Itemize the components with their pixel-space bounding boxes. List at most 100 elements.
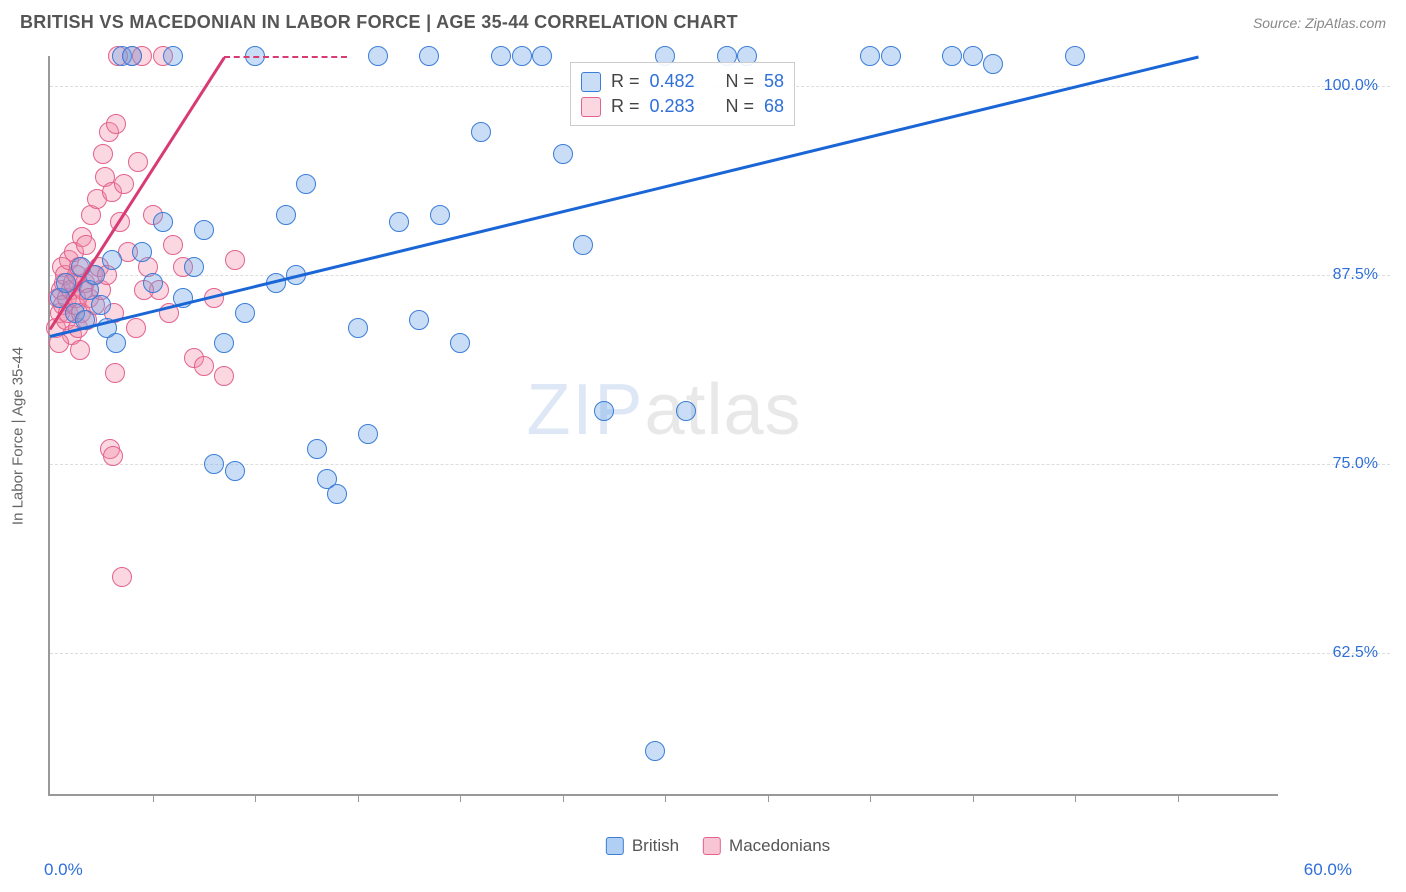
scatter-point xyxy=(419,46,439,66)
scatter-point xyxy=(194,356,214,376)
scatter-point xyxy=(93,144,113,164)
scatter-point xyxy=(235,303,255,323)
x-tick xyxy=(460,794,461,802)
chart-title: BRITISH VS MACEDONIAN IN LABOR FORCE | A… xyxy=(20,12,738,33)
y-tick-label: 100.0% xyxy=(1288,77,1378,95)
gridline-h xyxy=(50,464,1390,465)
x-tick xyxy=(665,794,666,802)
scatter-point xyxy=(512,46,532,66)
plot-area: ZIPatlas 62.5%75.0%87.5%100.0%R =0.482N … xyxy=(48,56,1278,796)
scatter-point xyxy=(307,439,327,459)
scatter-point xyxy=(881,46,901,66)
stat-r-value: 0.482 xyxy=(650,71,706,92)
stat-r-value: 0.283 xyxy=(650,96,706,117)
x-tick xyxy=(1075,794,1076,802)
stat-r-label: R = xyxy=(611,71,640,92)
scatter-point xyxy=(184,257,204,277)
scatter-point xyxy=(645,741,665,761)
legend-item: Macedonians xyxy=(703,836,830,856)
x-tick xyxy=(358,794,359,802)
scatter-point xyxy=(103,446,123,466)
scatter-point xyxy=(126,318,146,338)
scatter-point xyxy=(553,144,573,164)
scatter-point xyxy=(860,46,880,66)
scatter-point xyxy=(942,46,962,66)
legend-label: Macedonians xyxy=(729,836,830,856)
scatter-point xyxy=(163,235,183,255)
scatter-point xyxy=(163,46,183,66)
stat-n-value: 58 xyxy=(764,71,784,92)
scatter-point xyxy=(963,46,983,66)
scatter-point xyxy=(76,235,96,255)
y-tick-label: 75.0% xyxy=(1288,455,1378,473)
scatter-point xyxy=(122,46,142,66)
scatter-point xyxy=(594,401,614,421)
stats-row: R = 0.283 N = 68 xyxy=(581,94,784,119)
scatter-point xyxy=(676,401,696,421)
legend-swatch xyxy=(581,97,601,117)
legend: British Macedonians xyxy=(606,836,830,856)
scatter-point xyxy=(276,205,296,225)
scatter-point xyxy=(296,174,316,194)
scatter-point xyxy=(204,454,224,474)
scatter-point xyxy=(389,212,409,232)
scatter-point xyxy=(214,366,234,386)
scatter-point xyxy=(430,205,450,225)
x-axis-max-label: 60.0% xyxy=(1304,860,1352,880)
scatter-point xyxy=(532,46,552,66)
scatter-point xyxy=(105,363,125,383)
y-tick-label: 62.5% xyxy=(1288,644,1378,662)
x-tick xyxy=(1178,794,1179,802)
x-tick xyxy=(153,794,154,802)
legend-swatch xyxy=(606,837,624,855)
x-tick xyxy=(973,794,974,802)
scatter-point xyxy=(368,46,388,66)
x-tick xyxy=(255,794,256,802)
scatter-point xyxy=(114,174,134,194)
scatter-point xyxy=(573,235,593,255)
plot-container: ZIPatlas 62.5% 75.0% 87.5% 100.0% R = 0.482 N … xyxy=(48,56,1388,816)
gridline-h xyxy=(50,275,1390,276)
scatter-point xyxy=(194,220,214,240)
scatter-point xyxy=(112,567,132,587)
scatter-point xyxy=(106,114,126,134)
watermark: ZIPatlas xyxy=(526,369,801,451)
scatter-point xyxy=(70,340,90,360)
scatter-point xyxy=(348,318,368,338)
x-tick xyxy=(870,794,871,802)
source-attribution: Source: ZipAtlas.com xyxy=(1253,15,1386,31)
scatter-point xyxy=(983,54,1003,74)
stats-row: R = 0.482 N = 58 xyxy=(581,69,784,94)
stat-n-label: N = xyxy=(726,71,755,92)
scatter-point xyxy=(91,295,111,315)
legend-swatch xyxy=(581,72,601,92)
scatter-point xyxy=(102,250,122,270)
scatter-point xyxy=(132,242,152,262)
scatter-point xyxy=(153,212,173,232)
y-tick-label: 87.5% xyxy=(1288,266,1378,284)
gridline-h xyxy=(50,653,1390,654)
scatter-point xyxy=(491,46,511,66)
scatter-point xyxy=(143,273,163,293)
scatter-point xyxy=(214,333,234,353)
scatter-point xyxy=(106,333,126,353)
correlation-stats-box: R = 0.482 N = 58 R = 0.283 N = 68 xyxy=(570,62,795,126)
stat-n-value: 68 xyxy=(764,96,784,117)
stat-n-label: N = xyxy=(726,96,755,117)
trend-line-extrapolated xyxy=(224,56,347,58)
x-tick xyxy=(768,794,769,802)
legend-item: British xyxy=(606,836,679,856)
stat-r-label: R = xyxy=(611,96,640,117)
legend-swatch xyxy=(703,837,721,855)
scatter-point xyxy=(358,424,378,444)
scatter-point xyxy=(471,122,491,142)
x-axis-min-label: 0.0% xyxy=(44,860,83,880)
scatter-point xyxy=(409,310,429,330)
watermark-zip: ZIP xyxy=(526,370,644,450)
y-axis-title: In Labor Force | Age 35-44 xyxy=(10,347,27,525)
x-tick xyxy=(563,794,564,802)
watermark-atlas: atlas xyxy=(644,370,801,450)
scatter-point xyxy=(225,461,245,481)
chart-header: BRITISH VS MACEDONIAN IN LABOR FORCE | A… xyxy=(0,0,1406,41)
scatter-point xyxy=(1065,46,1085,66)
